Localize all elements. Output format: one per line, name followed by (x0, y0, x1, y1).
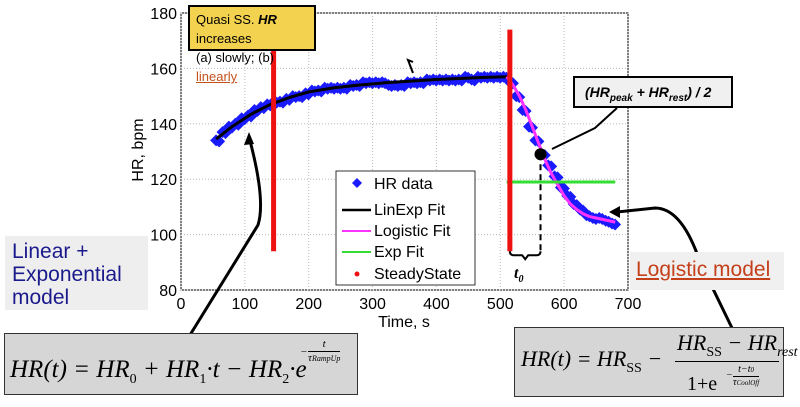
callout-text: (a) slowly; (b) (196, 50, 275, 65)
legend-marker-hr-data (352, 178, 362, 188)
linexp-fit-line (215, 75, 510, 141)
t0-label: t0 (514, 265, 523, 285)
x-tick-label: 300 (359, 296, 386, 313)
y-axis-label: HR, bpm (130, 118, 147, 181)
quasi-steady-state-callout: Quasi SS. HR increases (a) slowly; (b) l… (188, 5, 316, 84)
legend-label: HR data (374, 176, 433, 193)
arrow-head-icon (609, 206, 620, 218)
legend-marker-steadystate (354, 271, 360, 277)
x-tick-label: 600 (551, 296, 578, 313)
callout-text: HR (258, 12, 277, 27)
y-tick-label: 80 (159, 283, 177, 300)
arrow-head-icon (244, 132, 254, 145)
quasi-pointer-arrow (406, 58, 414, 74)
x-tick-label: 400 (423, 296, 450, 313)
x-tick-label: 200 (295, 296, 322, 313)
linear-exponential-model-label: Linear + Exponential model (5, 236, 148, 310)
linexp-arrow (188, 136, 263, 336)
y-tick-label: 100 (150, 228, 177, 245)
y-tick-label: 180 (150, 6, 177, 23)
legend-label: Exp Fit (374, 244, 424, 261)
logistic-model-link[interactable]: Logistic model (630, 252, 784, 290)
logistic-fit-line (505, 75, 616, 224)
midpoint-callout: (HRpeak + HRrest) / 2 (573, 76, 733, 108)
y-tick-label: 120 (150, 172, 177, 189)
callout-text: increases (196, 31, 252, 46)
legend-label: LinExp Fit (374, 202, 446, 219)
x-axis-label: Time, s (378, 314, 430, 331)
logistic-formula: HR(t) = HRSS − HRSS − HRrest 1+e − t−t0 … (514, 327, 798, 397)
y-tick-label: 160 (150, 61, 177, 78)
t0-bracket (508, 251, 542, 261)
linearly-link[interactable]: linearly (196, 69, 238, 84)
legend-label: Logistic Fit (374, 223, 451, 240)
legend-label: SteadyState (374, 266, 461, 283)
x-tick-label: 700 (615, 296, 642, 313)
y-tick-label: 140 (150, 117, 177, 134)
midpoint-arrow (551, 107, 618, 150)
x-tick-label: 100 (232, 296, 259, 313)
x-tick-label: 500 (487, 296, 514, 313)
linexp-formula: HR(t) = HR0 + HR1·t − HR2·e − t τRampUp (4, 333, 358, 395)
callout-text: Quasi SS. (196, 12, 259, 27)
legend: HR data LinExp Fit Logistic Fit Exp Fit … (335, 170, 476, 286)
x-tick-label: 0 (177, 296, 186, 313)
